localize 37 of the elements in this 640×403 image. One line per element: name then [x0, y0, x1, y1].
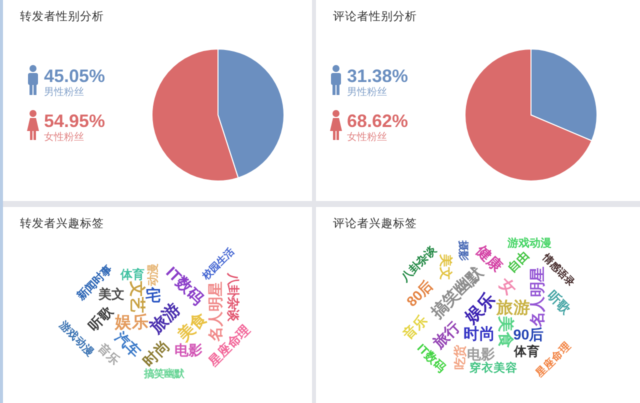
text: 电影: [174, 342, 203, 358]
chart-title: 评论者性别分析: [333, 10, 417, 23]
legend-label: 男性粉丝: [44, 86, 84, 98]
text: 名人明星: [529, 266, 546, 328]
text: 宅: [146, 286, 160, 304]
text: 音乐: [398, 311, 431, 344]
text: 转发者兴趣标签: [20, 216, 104, 230]
legend-label: 女性粉丝: [44, 131, 84, 143]
legend-label: 男性粉丝: [347, 86, 387, 98]
text: 时尚: [464, 324, 496, 343]
text: 穿衣美容: [470, 360, 518, 375]
text: 搞笑幽默: [142, 368, 185, 380]
text: 体育: [120, 267, 144, 282]
text: 评论者兴趣标签: [333, 216, 417, 230]
data-label: 45.05%: [44, 66, 106, 86]
data-label: 54.95%: [44, 111, 106, 131]
text: 八卦杂谈: [226, 272, 240, 322]
text: 体育: [513, 343, 540, 358]
text: 电影: [467, 347, 496, 362]
text: 美文: [438, 252, 454, 280]
data-label: 31.38%: [347, 66, 408, 86]
text: 旅游: [495, 298, 530, 318]
text: 女: [494, 274, 520, 298]
text: 文艺: [128, 280, 146, 313]
text: 摄影: [456, 240, 469, 261]
text: 娱乐: [114, 312, 149, 332]
text: 动漫: [146, 264, 160, 287]
chart-title: 转发者性别分析: [20, 10, 104, 23]
data-label: 68.62%: [347, 111, 408, 131]
text: 名人明星: [208, 282, 225, 343]
text: 美文: [97, 286, 124, 302]
text: 90后: [513, 326, 544, 344]
legend-label: 女性粉丝: [347, 131, 387, 143]
text: 听歌: [544, 288, 575, 318]
text: 游戏动漫: [506, 236, 552, 250]
text: 吃货: [452, 344, 467, 370]
text: 美食: [496, 315, 516, 348]
